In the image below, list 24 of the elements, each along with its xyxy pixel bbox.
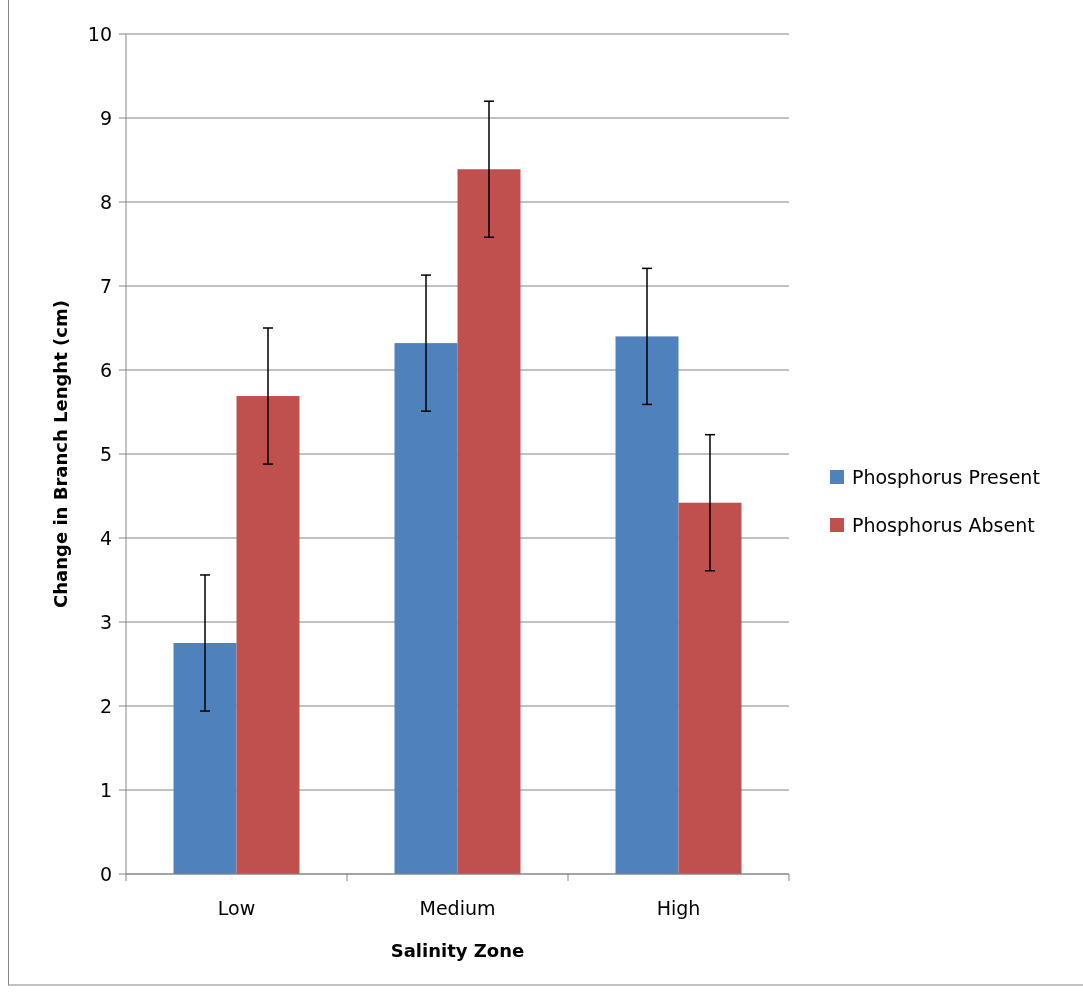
y-tick-label: 6 (99, 358, 112, 381)
y-tick-label: 3 (99, 610, 112, 633)
bar (615, 336, 679, 874)
y-tick-label: 5 (99, 442, 112, 465)
legend-label: Phosphorus Absent (852, 513, 1035, 536)
x-tick-label: Low (217, 897, 256, 919)
y-tick-label: 4 (99, 526, 112, 549)
x-tick-label: Medium (419, 897, 496, 919)
x-tick-label: High (656, 897, 701, 919)
bar (394, 343, 458, 874)
bar (173, 643, 237, 874)
bar (457, 169, 521, 874)
y-tick-label: 8 (99, 190, 112, 213)
bar (678, 502, 742, 874)
y-tick-label: 9 (99, 106, 112, 129)
y-tick-label: 0 (99, 862, 112, 885)
y-tick-label: 7 (99, 274, 112, 297)
legend-label: Phosphorus Present (852, 465, 1040, 488)
y-tick-label: 2 (99, 694, 112, 717)
y-axis-title: Change in Branch Lenght (cm) (50, 300, 71, 608)
y-tick-label: 1 (99, 778, 112, 801)
bar (236, 396, 300, 874)
y-tick-label: 10 (87, 22, 112, 45)
x-axis-title: Salinity Zone (390, 940, 525, 961)
